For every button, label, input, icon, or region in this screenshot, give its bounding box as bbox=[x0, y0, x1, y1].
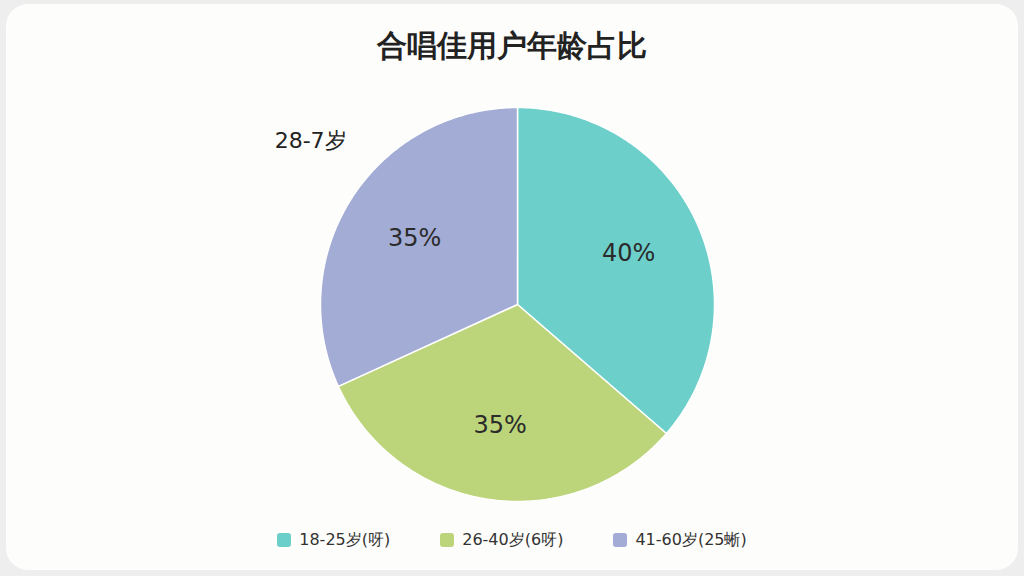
html-text:41-60岁(25蜥): 41-60岁(25蜥) bbox=[635, 529, 747, 549]
svg-text:35%: 35% bbox=[473, 411, 526, 439]
svg-text:35%: 35% bbox=[388, 224, 441, 252]
svg-text:28-7岁: 28-7岁 bbox=[275, 128, 347, 153]
html-text:合唱佳用户年龄占比: 合唱佳用户年龄占比 bbox=[377, 28, 647, 63]
svg-text:40%: 40% bbox=[602, 239, 655, 267]
html-text:26-40岁(6呀): 26-40岁(6呀) bbox=[462, 529, 564, 549]
html-text:18-25岁(呀): 18-25岁(呀) bbox=[299, 529, 391, 549]
